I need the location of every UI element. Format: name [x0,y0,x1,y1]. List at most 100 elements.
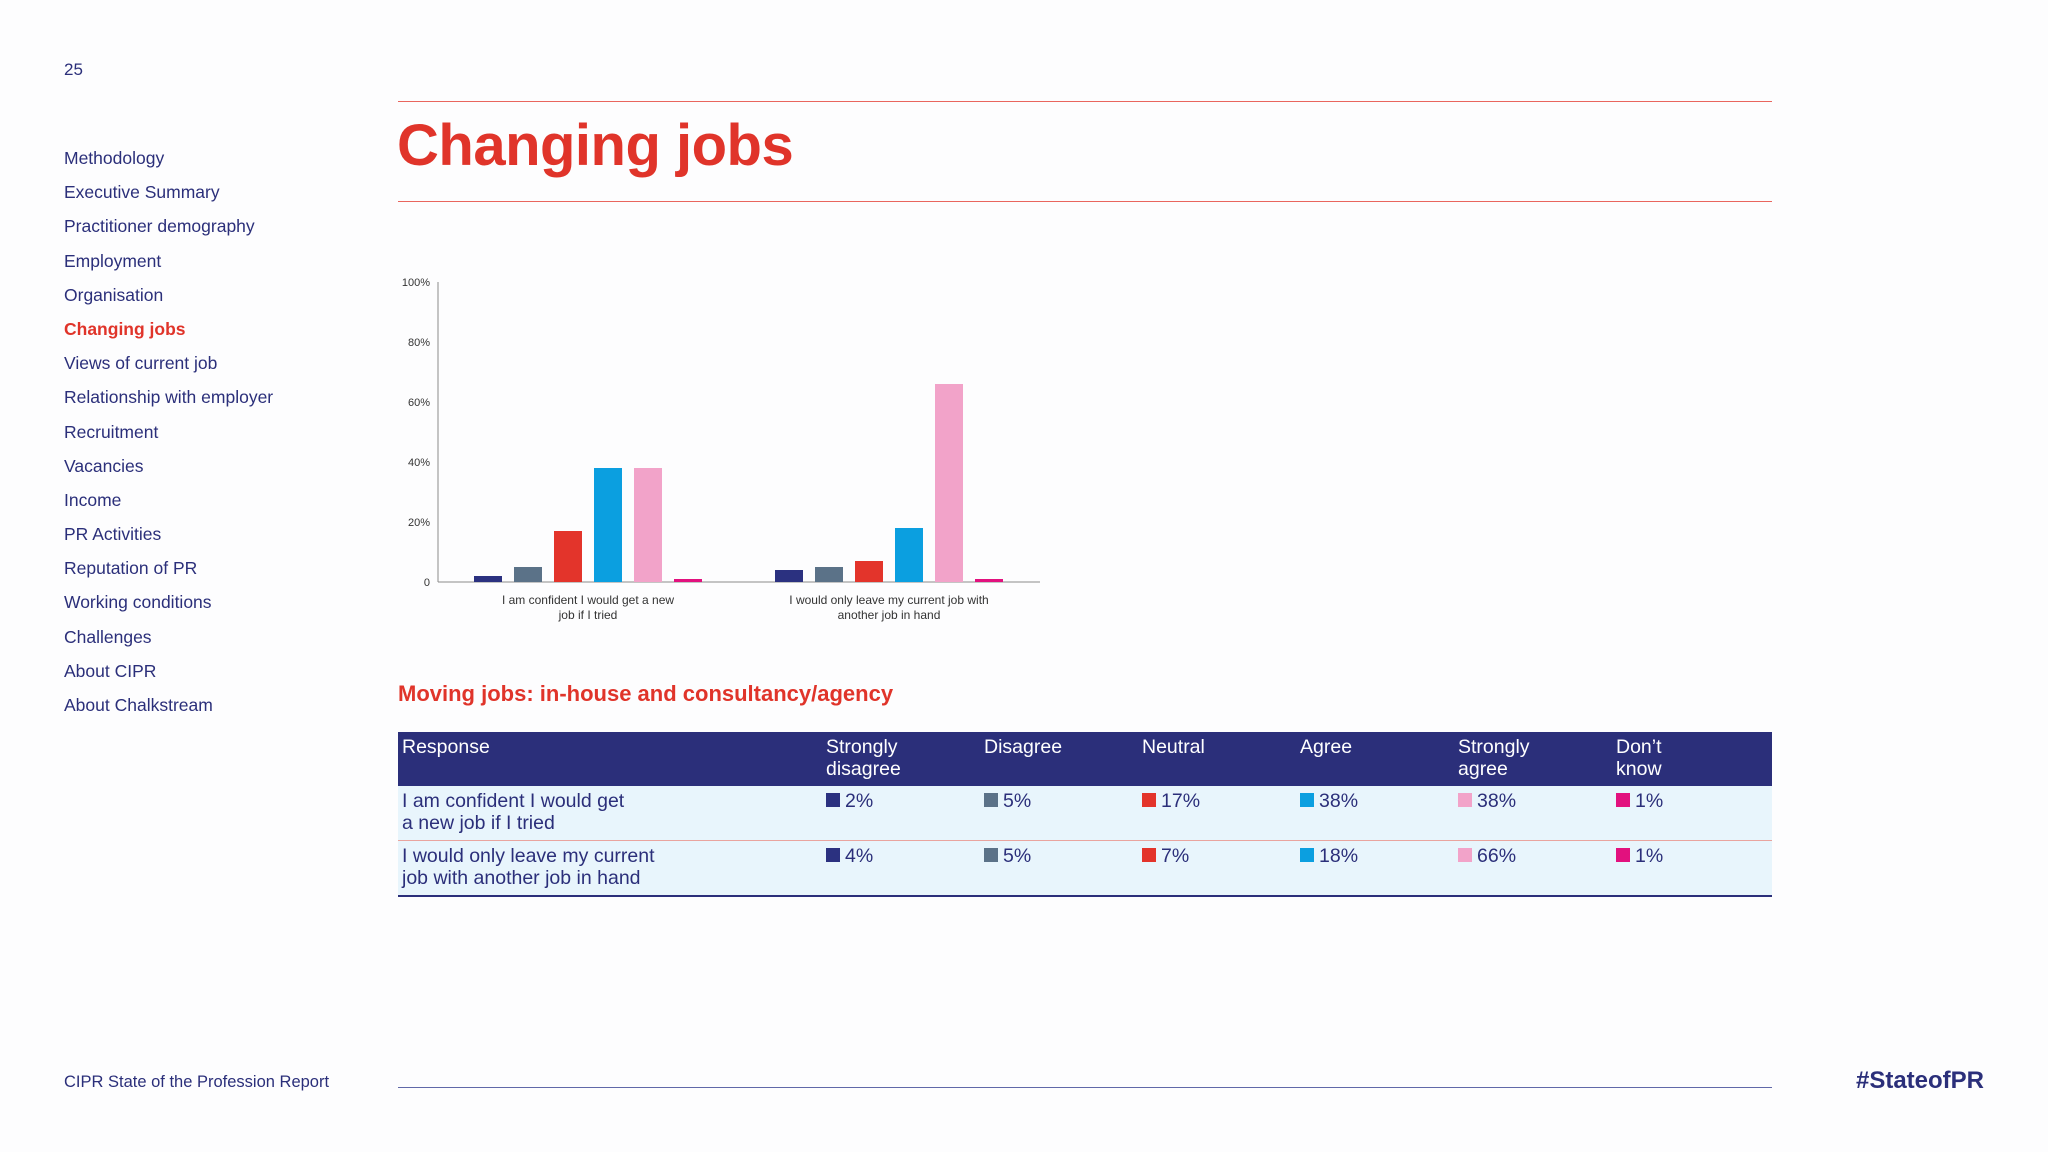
x-category-label: I am confident I would get a new [502,593,674,607]
bar [594,468,622,582]
row-label-line: I am confident I would get [402,790,625,812]
legend-swatch-icon [826,848,840,862]
column-header-line: Strongly [826,736,898,758]
value-text: 1% [1635,845,1664,867]
value-text: 7% [1161,845,1190,867]
value-text: 2% [845,790,874,812]
legend-swatch-icon [1300,848,1314,862]
value-cell: 5% [980,786,1138,840]
legend-swatch-icon [1458,793,1472,807]
bar [474,576,502,582]
nav-item-working-conditions[interactable]: Working conditions [64,592,212,613]
value-cell: 66% [1454,841,1612,895]
y-tick-label: 60% [408,397,430,409]
y-tick-label: 100% [402,277,430,289]
nav-item-executive-summary[interactable]: Executive Summary [64,182,220,203]
section-title: Moving jobs: in-house and consultancy/ag… [398,681,894,706]
bar [514,567,542,582]
nav-item-relationship-with-employer[interactable]: Relationship with employer [64,387,274,408]
value-text: 17% [1161,790,1201,812]
value-cell: 38% [1454,786,1612,840]
x-category-label: another job in hand [838,608,941,622]
nav-item-income[interactable]: Income [64,489,122,510]
column-header: Agree [1296,732,1454,786]
nav-item-challenges[interactable]: Challenges [64,626,152,647]
value-text: 18% [1319,845,1359,867]
row-label: I am confident I would get a new job if I… [398,786,822,840]
nav-item-pr-activities[interactable]: PR Activities [64,524,162,545]
responses-table: Response Strongly disagree Disagree Neutral A… [398,732,1772,897]
legend-swatch-icon [1616,848,1630,862]
row-label-line: I would only leave my current [402,845,655,867]
row-label-line: job with another job in hand [402,867,641,889]
value-cell: 4% [822,841,980,895]
footer-hashtag: #StateofPR [1855,1067,1984,1094]
nav-item-methodology[interactable]: Methodology [64,148,165,168]
value-cell: 17% [1138,786,1296,840]
nav-item-employment[interactable]: Employment [64,250,162,271]
nav-item-about-cipr[interactable]: About CIPR [64,660,157,681]
x-category-label: job if I tried [558,608,618,622]
nav-item-vacancies[interactable]: Vacancies [64,455,144,476]
column-header: Strongly disagree [822,732,980,786]
footer-report-title: CIPR State of the Profession Report [64,1073,330,1091]
nav-item-views-of-current-job[interactable]: Views of current job [64,353,218,374]
value-text: 5% [1003,790,1032,812]
column-header: Don’t know [1612,732,1770,786]
column-header-line: agree [1458,758,1508,780]
legend-swatch-icon [1300,793,1314,807]
nav-item-reputation-of-pr[interactable]: Reputation of PR [64,558,198,579]
column-header-line: disagree [826,758,901,780]
value-cell: 1% [1612,786,1770,840]
title-top-rule [398,101,1772,102]
value-cell: 7% [1138,841,1296,895]
legend-swatch-icon [1616,793,1630,807]
nav-item-organisation[interactable]: Organisation [64,284,164,305]
legend-swatch-icon [1142,848,1156,862]
value-cell: 18% [1296,841,1454,895]
column-header-line: Neutral [1142,736,1205,758]
row-label: I would only leave my current job with an… [398,841,822,895]
value-text: 38% [1319,790,1359,812]
footer-rule [398,1087,1772,1088]
value-text: 66% [1477,845,1517,867]
table-header: Response Strongly disagree Disagree Neutral A… [398,732,1772,786]
bar [554,531,582,582]
bar [855,561,883,582]
bar [815,567,843,582]
nav-item-about-chalkstream[interactable]: About Chalkstream [64,695,213,715]
column-header: Neutral [1138,732,1296,786]
y-tick-label: 20% [408,517,430,529]
column-header: Strongly agree [1454,732,1612,786]
legend-swatch-icon [984,848,998,862]
y-tick-label: 0 [424,577,430,589]
y-tick-label: 40% [408,457,430,469]
value-text: 4% [845,845,874,867]
value-cell: 1% [1612,841,1770,895]
column-header-line: Disagree [984,736,1063,758]
column-header-line: know [1616,758,1662,780]
nav-item-recruitment[interactable]: Recruitment [64,421,159,442]
y-tick-label: 80% [408,337,430,349]
bar [634,468,662,582]
value-text: 38% [1477,790,1517,812]
table-row: I am confident I would get a new job if I… [398,786,1772,840]
column-header-line: Don’t [1616,736,1662,758]
value-cell: 2% [822,786,980,840]
column-header-line: Strongly [1458,736,1530,758]
bar [674,579,702,582]
sidebar-nav: Methodology Executive Summary Practitioner… [64,146,364,727]
column-header: Response [398,732,822,786]
bar [975,579,1003,582]
page-title: Changing jobs [397,113,794,178]
nav-item-changing-jobs[interactable]: Changing jobs [64,318,186,339]
legend-swatch-icon [1142,793,1156,807]
column-header-line: Response [402,736,490,758]
bar [895,528,923,582]
x-category-label: I would only leave my current job with [789,593,988,607]
bar-chart: 0 20% 40% 60% 80% 100% I am confident I would … [402,277,1040,622]
nav-item-practitioner-demography[interactable]: Practitioner demography [64,216,255,237]
bar [775,570,803,582]
legend-swatch-icon [984,793,998,807]
column-header: Disagree [980,732,1138,786]
